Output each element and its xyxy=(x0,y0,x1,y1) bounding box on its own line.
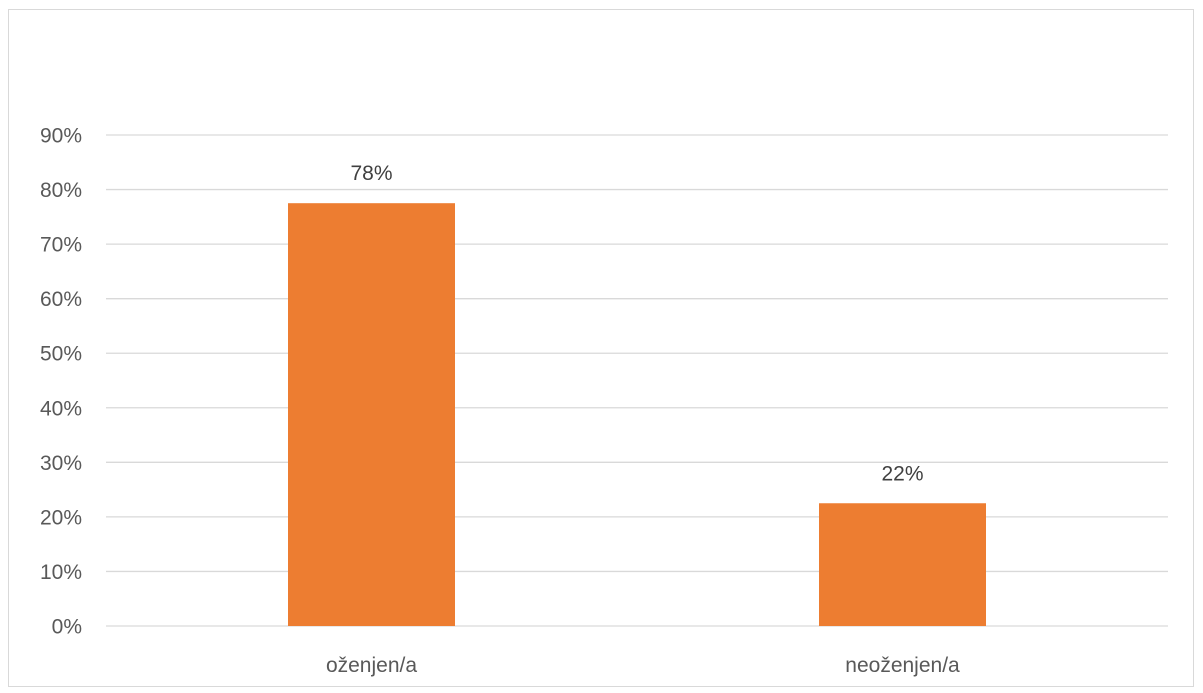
chart-frame xyxy=(8,9,1194,687)
y-tick-label: 60% xyxy=(40,288,82,311)
y-tick-label: 80% xyxy=(40,179,82,202)
x-axis-tick-labels: oženjen/a neoženjen/a xyxy=(326,654,960,677)
bar xyxy=(288,203,455,626)
data-label: 22% xyxy=(881,462,923,485)
y-tick-label: 90% xyxy=(40,125,82,148)
y-tick-label: 30% xyxy=(40,452,82,475)
data-labels: 78% 22% xyxy=(350,162,923,485)
bars xyxy=(288,203,986,626)
y-tick-label: 70% xyxy=(40,234,82,257)
y-tick-label: 50% xyxy=(40,343,82,366)
data-label: 78% xyxy=(350,162,392,185)
gridlines xyxy=(106,134,1168,627)
x-tick-label: neoženjen/a xyxy=(845,654,960,677)
y-tick-label: 40% xyxy=(40,397,82,420)
x-tick-label: oženjen/a xyxy=(326,654,417,677)
y-tick-label: 0% xyxy=(52,616,82,639)
y-axis-tick-labels: 0% 10% 20% 30% 40% 50% 60% 70% 80% 90% xyxy=(40,125,82,639)
y-tick-label: 20% xyxy=(40,506,82,529)
y-tick-label: 10% xyxy=(40,561,82,584)
bar xyxy=(819,503,986,626)
